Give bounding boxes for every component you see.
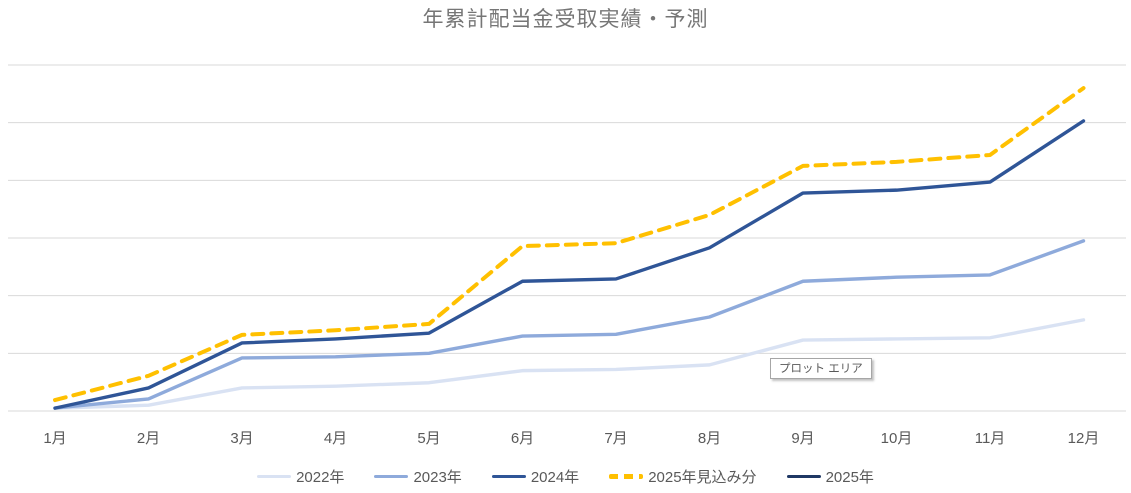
x-axis-label-7[interactable]: 7月 — [604, 430, 628, 447]
x-axis-label-8[interactable]: 8月 — [697, 430, 722, 447]
legend-label-2024: 2024年 — [530, 469, 580, 486]
x-axis-label-9[interactable]: 9月 — [791, 430, 815, 447]
x-axis-label-2[interactable]: 2月 — [136, 430, 161, 447]
legend-swatch-2024 — [491, 474, 526, 479]
legend-label-2025-forecast: 2025年見込み分 — [648, 469, 757, 486]
legend-swatch-2025-forecast — [609, 474, 644, 479]
x-axis-label-6[interactable]: 6月 — [510, 430, 535, 447]
legend-swatch-2022 — [257, 474, 292, 479]
legend-item-2023[interactable]: 2023年 — [374, 466, 462, 487]
legend-item-2025-forecast[interactable]: 2025年見込み分 — [609, 466, 757, 487]
legend-label-2025: 2025年 — [825, 469, 874, 486]
x-axis-label-1[interactable]: 1月 — [43, 430, 67, 447]
x-axis-label-10[interactable]: 10月 — [880, 430, 913, 447]
chart-title[interactable]: 年累計配当金受取実績・予測 — [422, 8, 709, 31]
legend-item-2024[interactable]: 2024年 — [491, 466, 580, 487]
legend-item-2022[interactable]: 2022年 — [257, 466, 344, 487]
plot-area[interactable] — [0, 0, 1131, 460]
x-axis-label-12[interactable]: 12月 — [1067, 430, 1100, 447]
series-line-2025-forecast[interactable] — [53, 86, 1086, 403]
x-axis-label-3[interactable]: 3月 — [230, 430, 254, 447]
legend-label-2022: 2022年 — [296, 469, 345, 486]
legend-swatch-2023 — [374, 474, 409, 479]
x-axis-label-4[interactable]: 4月 — [323, 430, 348, 447]
series-line-2024[interactable] — [53, 119, 1086, 410]
x-axis-label-5[interactable]: 5月 — [417, 430, 441, 447]
legend: 2022年 2023年 2024年 2025年見込み分 2025年 — [0, 466, 1131, 487]
series-line-2023[interactable] — [53, 239, 1086, 410]
x-axis[interactable]: 1月 2月 3月 4月 5月 6月 7月 8月 9月 10月 11月 12月 — [0, 427, 1131, 449]
x-axis-label-11[interactable]: 11月 — [974, 430, 1006, 447]
legend-swatch-2025 — [786, 474, 821, 479]
legend-item-2025[interactable]: 2025年 — [786, 466, 874, 487]
plot-area-tooltip: プロット エリア — [770, 358, 872, 379]
series-line-2022[interactable] — [53, 318, 1086, 410]
legend-label-2023: 2023年 — [413, 469, 462, 486]
